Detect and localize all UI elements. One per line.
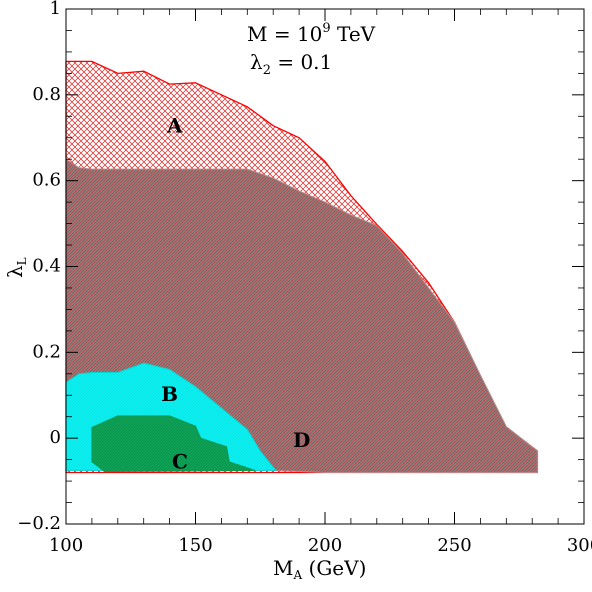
y-axis-label: λL (3, 257, 29, 278)
region-D-label: D (293, 428, 310, 452)
x-tick-label: 150 (178, 535, 212, 556)
y-tick-label: 0.2 (32, 341, 61, 362)
x-tick-label: 300 (567, 535, 592, 556)
region-labels: A D B C (161, 114, 310, 474)
region-C (91, 415, 256, 473)
y-tick-labels: −0.2 0 0.2 0.4 0.6 0.8 1 (17, 0, 61, 534)
x-tick-label: 100 (49, 535, 83, 556)
x-tick-label: 250 (437, 535, 471, 556)
y-tick-label: 0.8 (32, 84, 61, 105)
y-tick-label: 0.6 (32, 170, 61, 191)
annotation-mass: M = 109 TeV (247, 21, 376, 46)
x-axis-label: MA (GeV) (273, 556, 366, 582)
x-tick-label: 200 (308, 535, 342, 556)
x-tick-labels: 100 150 200 250 300 (49, 535, 592, 556)
y-tick-label: 1 (50, 0, 61, 19)
region-C-label: C (172, 450, 188, 474)
annotation-lambda2: λ2 = 0.1 (250, 50, 332, 78)
y-tick-label: −0.2 (17, 513, 61, 534)
y-tick-label: 0 (50, 427, 61, 448)
y-tick-label: 0.4 (32, 256, 61, 277)
axis-ticks (65, 8, 585, 525)
regions-layer (65, 60, 539, 474)
region-B-label: B (161, 382, 178, 406)
region-A-label: A (166, 114, 183, 138)
